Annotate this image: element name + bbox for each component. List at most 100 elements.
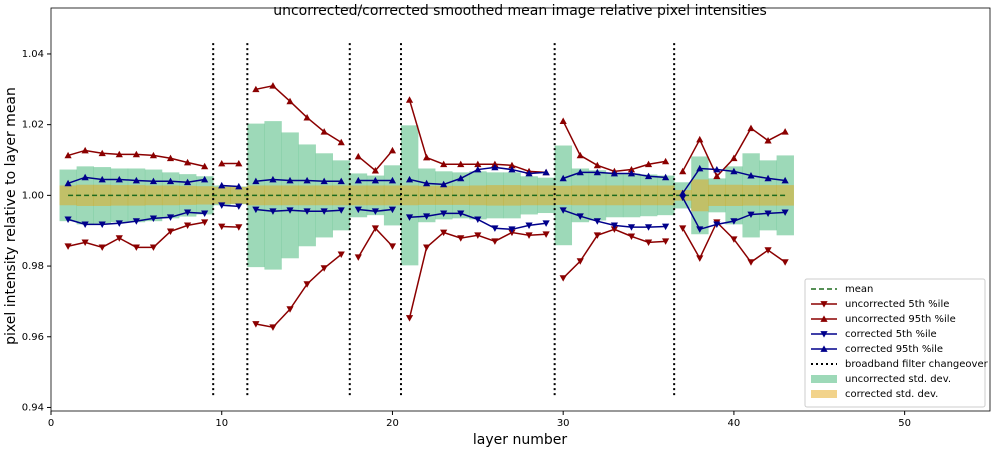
series-line	[562, 228, 666, 279]
series-marker	[610, 169, 618, 177]
series-marker	[593, 218, 601, 225]
series-marker	[218, 159, 226, 167]
legend-label: mean	[845, 284, 873, 295]
x-tick-label: 10	[215, 418, 228, 429]
series-marker	[218, 223, 226, 231]
std-band	[418, 185, 436, 205]
x-tick-label: 40	[728, 418, 741, 429]
series-marker	[610, 226, 618, 233]
series-marker	[747, 171, 755, 179]
series-marker	[149, 244, 158, 251]
y-tick-label: 0.94	[22, 402, 44, 413]
series-line	[357, 226, 393, 258]
std-band	[144, 185, 163, 206]
series-marker	[559, 174, 567, 182]
series-line	[67, 221, 205, 249]
plot-area	[59, 42, 794, 396]
series-marker	[423, 153, 431, 161]
series-marker	[764, 136, 772, 144]
y-tick-label: 1.04	[22, 49, 44, 60]
series-marker	[662, 157, 670, 165]
series-marker	[337, 138, 345, 146]
series-marker	[440, 180, 448, 188]
legend-label: corrected 95th %ile	[845, 344, 943, 355]
series-marker	[747, 259, 755, 266]
series-marker	[679, 194, 687, 202]
series-marker	[132, 244, 140, 251]
series-marker	[593, 161, 601, 169]
series-marker	[64, 216, 72, 223]
series-marker	[525, 232, 533, 239]
series-marker	[235, 203, 243, 210]
series-marker	[218, 202, 226, 209]
legend-marker	[820, 345, 828, 352]
series-marker	[627, 224, 636, 231]
series-line	[255, 178, 342, 182]
std-band	[400, 185, 419, 206]
series-marker	[508, 226, 516, 233]
series-marker	[371, 225, 379, 232]
series-marker	[166, 214, 175, 221]
series-marker	[371, 167, 379, 174]
legend-label: uncorrected std. dev.	[845, 374, 951, 385]
series-marker	[115, 220, 123, 227]
series-marker	[269, 82, 277, 89]
series-marker	[98, 149, 106, 157]
y-tick-label: 1.00	[22, 190, 44, 201]
series-marker	[423, 213, 431, 220]
y-axis-label: pixel intensity relative to layer mean	[3, 87, 19, 345]
std-band	[537, 185, 555, 206]
y-tick-label: 0.98	[22, 261, 44, 272]
series-marker	[440, 210, 448, 217]
legend-box	[804, 278, 986, 408]
legend-swatch	[811, 390, 837, 398]
series-marker	[303, 281, 311, 288]
series-marker	[457, 210, 465, 217]
series-marker	[474, 216, 482, 223]
series-marker	[559, 275, 567, 282]
series-marker	[781, 259, 789, 266]
series-marker	[423, 244, 431, 251]
series-marker	[166, 228, 175, 236]
series-marker	[576, 213, 584, 220]
y-tick-label: 0.96	[22, 332, 44, 343]
series-marker	[644, 224, 653, 231]
series-marker	[576, 151, 584, 159]
series-marker	[371, 208, 379, 215]
series-marker	[286, 176, 294, 184]
legend-marker	[820, 301, 828, 308]
series-marker	[98, 244, 106, 251]
series-marker	[474, 165, 482, 173]
series-marker	[662, 173, 670, 181]
series-marker	[166, 154, 175, 162]
series-marker	[627, 169, 636, 177]
series-marker	[644, 160, 653, 168]
series-marker	[764, 174, 772, 182]
series-line	[255, 208, 342, 213]
series-marker	[98, 221, 106, 228]
series-marker	[696, 135, 704, 143]
series-marker	[132, 176, 140, 184]
legend-swatch	[811, 375, 837, 383]
std-band	[264, 185, 282, 206]
series-marker	[662, 238, 670, 245]
legend-label: uncorrected 95th %ile	[845, 314, 956, 325]
series-marker	[64, 151, 72, 159]
chart-title: uncorrected/corrected smoothed mean imag…	[273, 3, 767, 19]
series-marker	[457, 235, 465, 242]
series-marker	[320, 265, 328, 272]
std-band	[161, 185, 180, 206]
series-marker	[320, 208, 328, 215]
series-marker	[696, 255, 704, 262]
series-marker	[64, 179, 72, 187]
series-marker	[542, 231, 550, 238]
series-marker	[730, 154, 738, 162]
series-marker	[440, 229, 448, 237]
series-marker	[781, 176, 789, 184]
series-marker	[354, 254, 362, 261]
series-marker	[115, 235, 123, 242]
series-marker	[457, 174, 465, 182]
series-marker	[764, 210, 772, 217]
series-marker	[218, 181, 226, 189]
series-marker	[576, 258, 584, 265]
